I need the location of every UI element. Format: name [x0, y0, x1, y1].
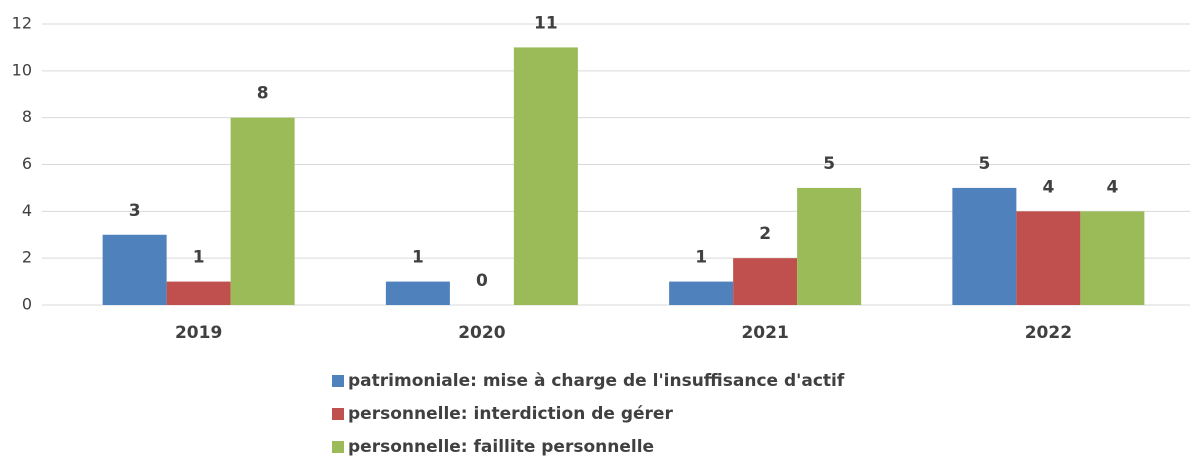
y-tick-label: 12	[12, 14, 32, 33]
bar	[1080, 211, 1145, 305]
data-label: 11	[534, 13, 558, 33]
bar	[385, 281, 450, 305]
x-tick-label: 2022	[1025, 323, 1072, 343]
x-tick-label: 2021	[741, 323, 788, 343]
bar	[669, 281, 734, 305]
data-label: 1	[695, 248, 707, 268]
data-label: 0	[476, 271, 488, 291]
legend-label: personnelle: interdiction de gérer	[348, 404, 673, 424]
data-label: 4	[1106, 177, 1118, 197]
bar	[797, 187, 862, 305]
bar	[1016, 211, 1081, 305]
y-tick-label: 4	[22, 201, 32, 220]
bar	[102, 234, 167, 305]
data-label: 8	[257, 84, 269, 104]
data-label: 1	[193, 248, 205, 268]
y-tick-label: 8	[22, 107, 32, 126]
data-label: 1	[412, 248, 424, 268]
y-tick-label: 2	[22, 248, 32, 267]
data-label: 3	[129, 201, 141, 221]
bar	[513, 47, 578, 306]
x-tick-label: 2020	[458, 323, 505, 343]
data-label: 5	[823, 154, 835, 174]
bar	[733, 258, 798, 305]
legend-label: patrimoniale: mise à charge de l'insuffi…	[348, 371, 845, 391]
data-label: 4	[1042, 177, 1054, 197]
legend-swatch	[332, 441, 344, 453]
legend-swatch	[332, 375, 344, 387]
data-label: 2	[759, 224, 771, 244]
y-tick-label: 10	[12, 60, 32, 79]
legend-label: personnelle: faillite personnelle	[348, 437, 654, 457]
bar	[166, 281, 231, 305]
y-tick-label: 0	[22, 295, 32, 314]
y-tick-label: 6	[22, 154, 32, 173]
bar	[230, 117, 295, 306]
data-label: 5	[978, 154, 990, 174]
bar	[952, 187, 1017, 305]
legend-swatch	[332, 408, 344, 420]
x-tick-label: 2019	[175, 323, 222, 343]
